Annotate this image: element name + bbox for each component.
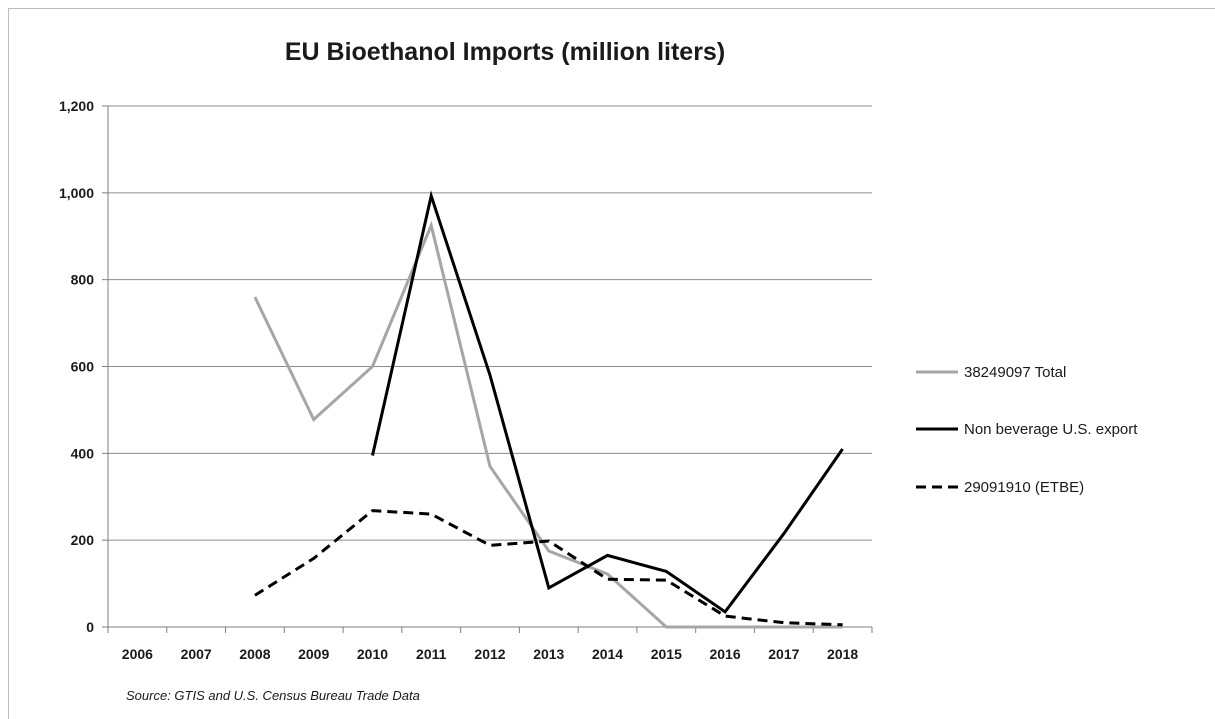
x-tick-label: 2007 (181, 646, 212, 662)
legend-label: 29091910 (ETBE) (964, 479, 1084, 496)
y-tick-label: 800 (71, 272, 95, 288)
source-note: Source: GTIS and U.S. Census Bureau Trad… (126, 688, 420, 703)
chart-frame (8, 8, 1215, 719)
x-tick-label: 2013 (533, 646, 564, 662)
y-tick-label: 600 (71, 359, 95, 375)
x-tick-label: 2017 (768, 646, 799, 662)
x-tick-label: 2012 (474, 646, 505, 662)
y-tick-label: 200 (71, 532, 95, 548)
x-tick-label: 2016 (709, 646, 740, 662)
legend-label: Non beverage U.S. export (964, 421, 1138, 438)
x-tick-label: 2015 (651, 646, 682, 662)
y-tick-label: 400 (71, 445, 95, 461)
y-tick-label: 0 (86, 619, 94, 635)
chart-title: EU Bioethanol Imports (million liters) (284, 38, 726, 66)
y-tick-label: 1,000 (59, 185, 94, 201)
x-tick-label: 2011 (416, 646, 447, 662)
x-tick-label: 2006 (122, 646, 153, 662)
series-line-0 (253, 220, 843, 629)
y-tick-label: 1,200 (59, 98, 94, 114)
series-line-2 (254, 509, 843, 627)
x-tick-label: 2010 (357, 646, 388, 662)
series-line-1 (371, 190, 844, 614)
x-tick-label: 2018 (827, 646, 858, 662)
x-tick-label: 2014 (592, 646, 623, 662)
x-tick-label: 2009 (298, 646, 329, 662)
x-tick-label: 2008 (239, 646, 270, 662)
legend-label: 38249097 Total (964, 364, 1066, 381)
